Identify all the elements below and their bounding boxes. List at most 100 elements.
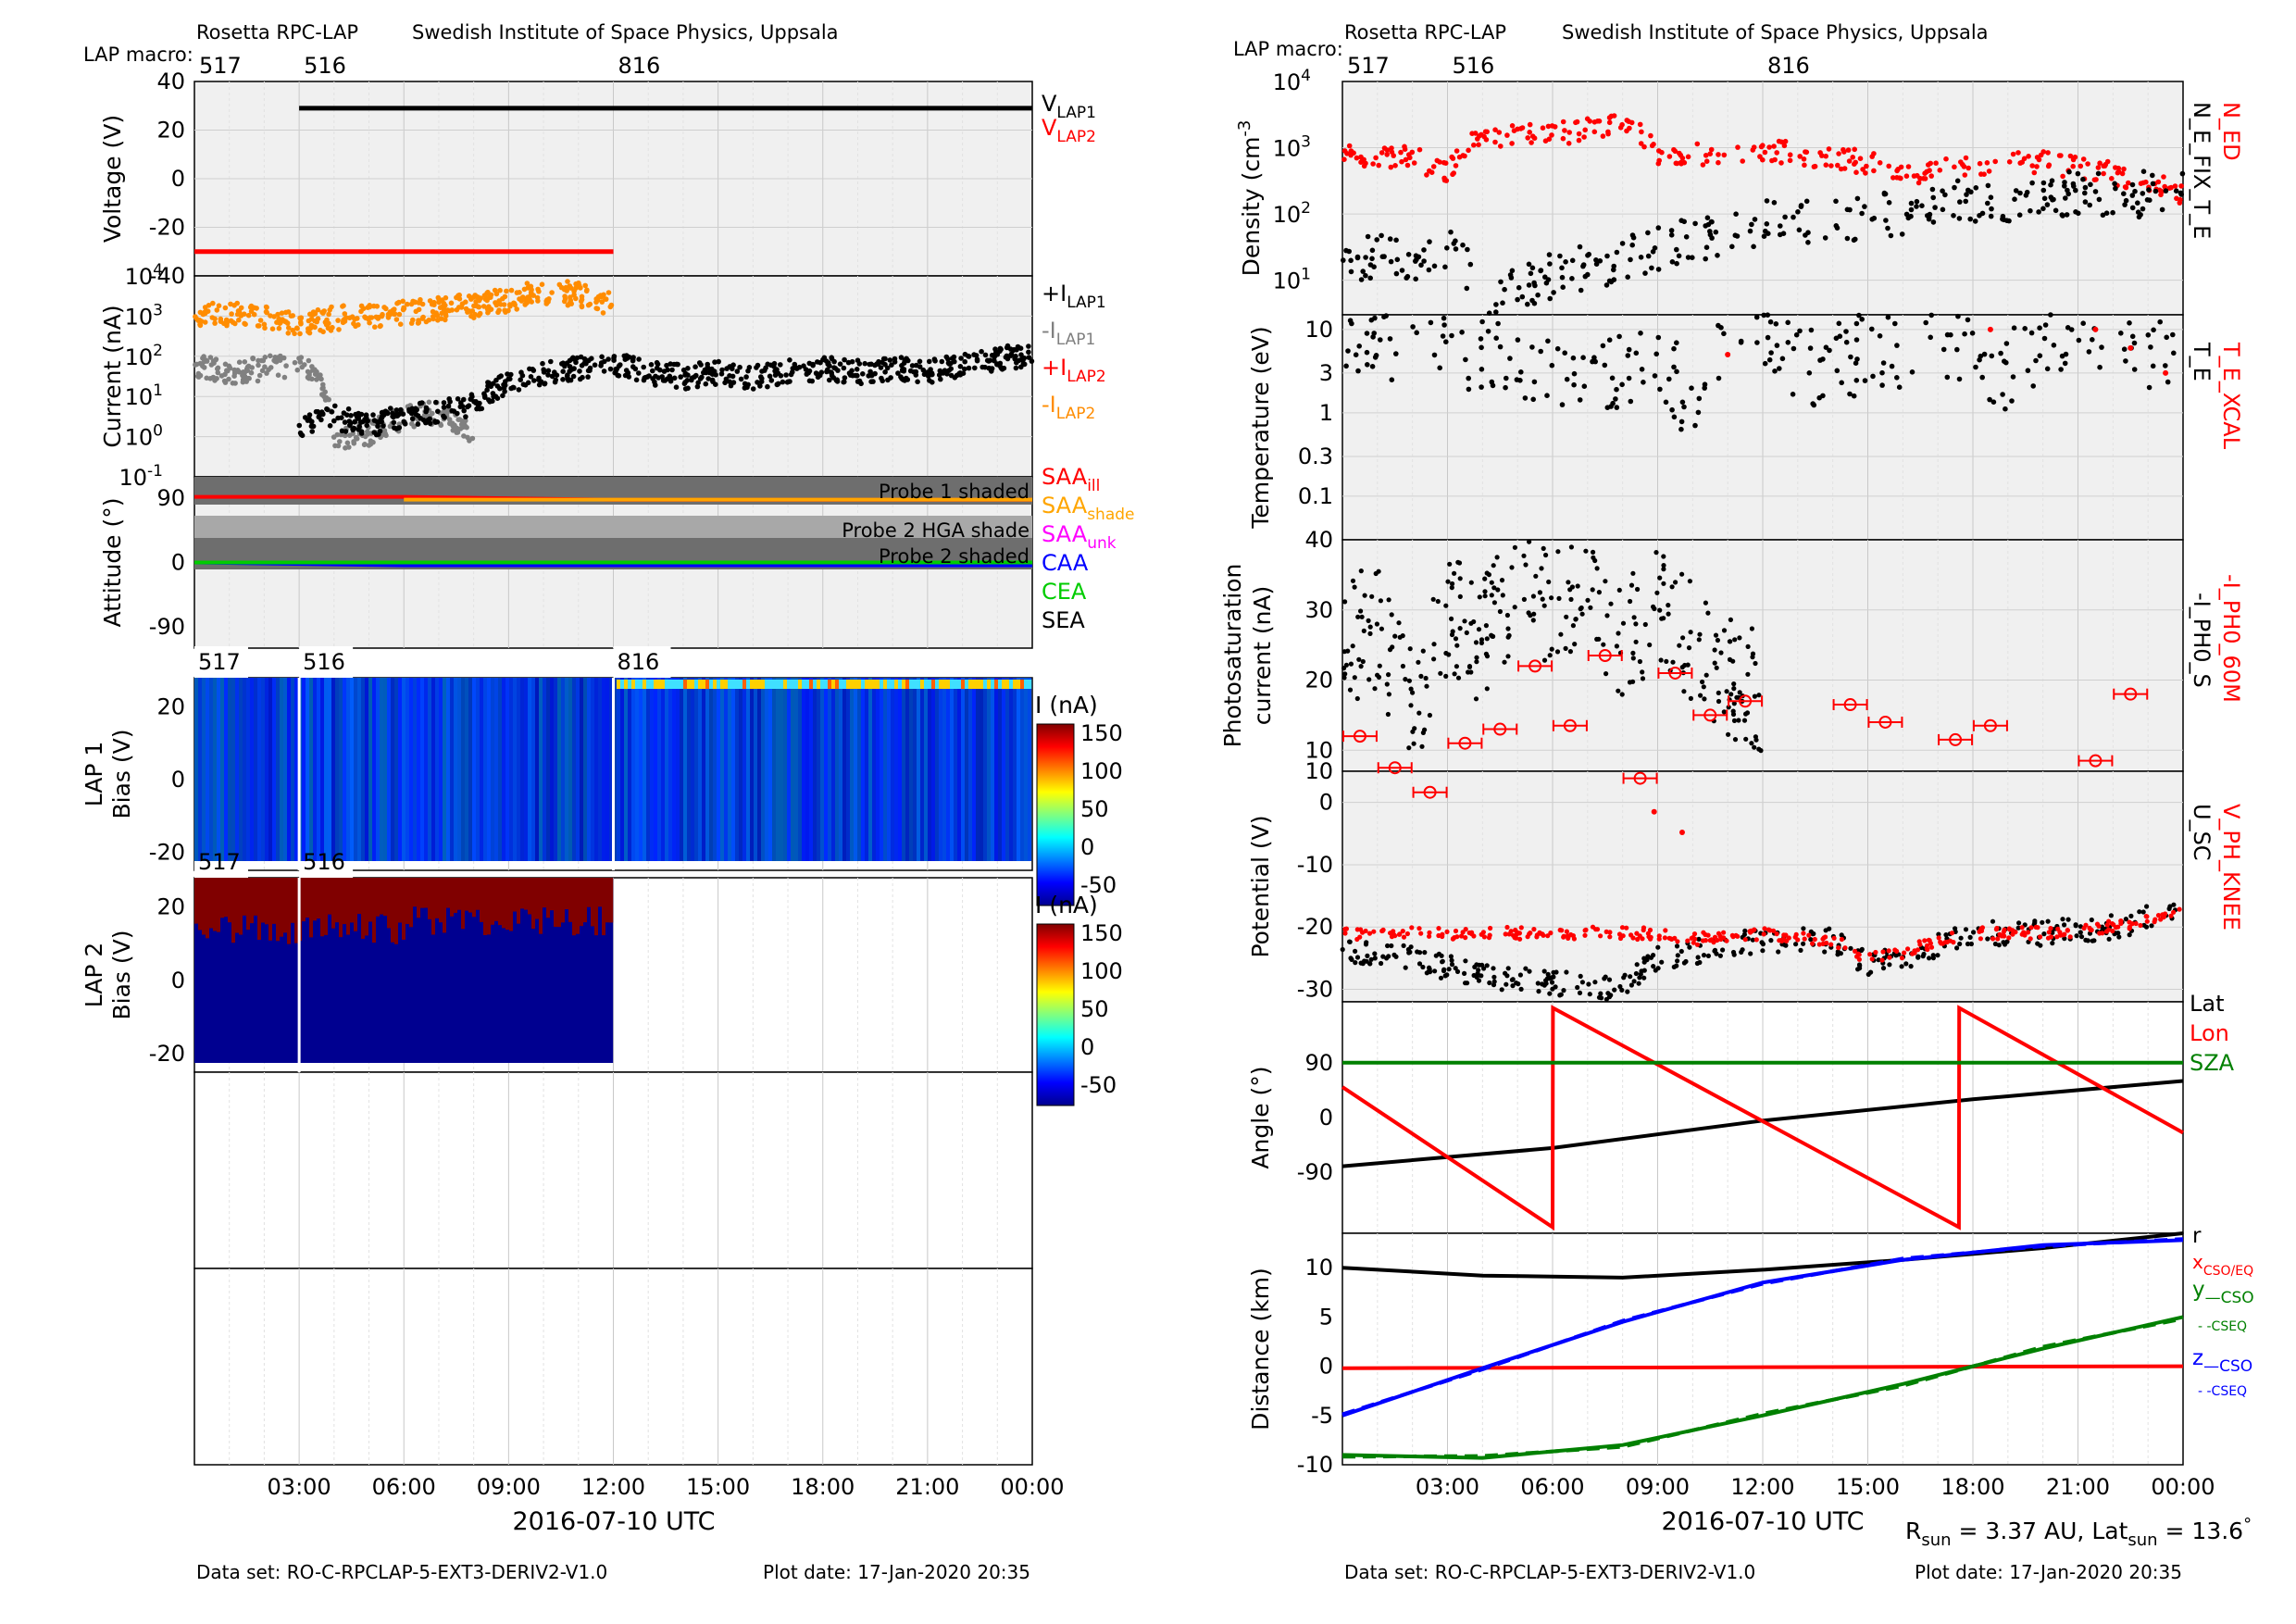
heatmap-column bbox=[565, 878, 569, 910]
current-point bbox=[884, 365, 891, 371]
current-point bbox=[692, 374, 697, 380]
temperature-point bbox=[1372, 355, 1379, 360]
current-point bbox=[611, 354, 618, 359]
heatmap-column bbox=[717, 680, 721, 689]
current-point bbox=[806, 368, 813, 374]
heatmap-column bbox=[446, 878, 451, 1063]
density-point bbox=[1835, 162, 1841, 169]
photosaturation-point bbox=[1603, 671, 1609, 677]
temperature-point bbox=[2063, 351, 2069, 357]
heatmap-column bbox=[380, 678, 384, 861]
current-point bbox=[518, 298, 525, 304]
heatmap-column bbox=[235, 678, 240, 861]
heatmap-column bbox=[880, 680, 884, 689]
density-point bbox=[2178, 183, 2184, 189]
heatmap-column bbox=[520, 878, 525, 909]
current-point bbox=[784, 380, 791, 385]
heatmap-column bbox=[854, 678, 858, 861]
potential-point bbox=[1486, 935, 1492, 941]
heatmap-column bbox=[991, 680, 995, 689]
temperature-point bbox=[1738, 338, 1744, 344]
heatmap-column bbox=[357, 878, 362, 915]
angle-legend-item: Lon bbox=[2190, 1020, 2229, 1046]
current-point bbox=[435, 318, 441, 323]
heatmap-column bbox=[739, 678, 743, 861]
current-point bbox=[745, 368, 751, 374]
current-point bbox=[574, 283, 580, 289]
heatmap-column bbox=[468, 878, 473, 913]
temperature-point bbox=[1989, 353, 1995, 359]
temperature-point bbox=[1823, 344, 1829, 351]
density-point bbox=[1569, 276, 1575, 281]
potential-point bbox=[1762, 926, 1767, 931]
potential-point bbox=[1460, 930, 1466, 935]
potential-point bbox=[1476, 978, 1482, 983]
current-point bbox=[307, 311, 313, 318]
temperature-point bbox=[2003, 341, 2010, 346]
current-point bbox=[269, 326, 276, 332]
current-point bbox=[1004, 343, 1011, 349]
current-point bbox=[508, 385, 514, 392]
density-point bbox=[1952, 164, 1957, 170]
photosaturation-point bbox=[1640, 669, 1645, 675]
current-point bbox=[813, 370, 819, 376]
heatmap-column bbox=[357, 878, 362, 1063]
heatmap-column bbox=[750, 680, 755, 689]
potential-point bbox=[2028, 925, 2034, 931]
density-point bbox=[1384, 147, 1391, 153]
density-point bbox=[1796, 227, 1803, 233]
potential-point bbox=[1389, 943, 1394, 949]
attitude-legend-item: SAAshade bbox=[1042, 493, 1135, 524]
density-point bbox=[1905, 164, 1912, 169]
heatmap-column bbox=[972, 678, 977, 861]
temperature-point bbox=[1785, 340, 1791, 345]
heatmap-column bbox=[335, 678, 340, 861]
density-point bbox=[1985, 200, 1990, 206]
heatmap-column bbox=[539, 678, 543, 861]
current-point bbox=[383, 306, 389, 312]
temperature-point bbox=[1378, 337, 1383, 343]
current-point bbox=[354, 436, 360, 442]
temperature-point bbox=[1353, 352, 1359, 358]
heatmap-column bbox=[998, 678, 1003, 861]
temperature-point bbox=[1655, 334, 1662, 341]
current-point bbox=[727, 373, 732, 379]
current-point bbox=[242, 320, 247, 327]
density-legend-item: N_E_FIX_T_E bbox=[2189, 102, 2215, 239]
heatmap-column bbox=[402, 678, 406, 861]
photosaturation-point bbox=[1362, 593, 1367, 598]
current-point bbox=[605, 290, 612, 295]
heatmap-column bbox=[583, 878, 588, 1063]
density-point bbox=[1968, 189, 1974, 195]
heatmap-column bbox=[209, 878, 214, 929]
current-point bbox=[426, 399, 432, 406]
density-point bbox=[1852, 146, 1857, 153]
potential-point bbox=[1806, 932, 1812, 938]
heatmap-column bbox=[1005, 678, 1010, 861]
current-point bbox=[806, 378, 813, 384]
heatmap-column bbox=[224, 878, 229, 918]
current-point bbox=[585, 357, 592, 364]
current-point bbox=[382, 408, 389, 415]
heatmap-column bbox=[461, 678, 466, 861]
current-point bbox=[212, 320, 218, 326]
current-point bbox=[567, 300, 573, 306]
temperature-point bbox=[1848, 354, 1853, 360]
density-point bbox=[1734, 233, 1741, 239]
current-point bbox=[882, 369, 888, 375]
temperature-point bbox=[1851, 393, 1857, 399]
current-point bbox=[454, 306, 460, 313]
photosaturation-point bbox=[1640, 676, 1646, 681]
density-point bbox=[1384, 152, 1390, 157]
potential-point bbox=[2103, 929, 2110, 934]
y-tick-label: -10 bbox=[1297, 1452, 1333, 1478]
density-point bbox=[1628, 256, 1633, 263]
heatmap-column bbox=[668, 678, 673, 861]
density-point bbox=[1863, 170, 1868, 176]
density-point bbox=[1341, 257, 1346, 263]
heatmap-column bbox=[476, 878, 480, 910]
current-point bbox=[443, 294, 449, 301]
heatmap-column bbox=[498, 878, 503, 1063]
distance-series-line bbox=[1341, 1364, 2184, 1370]
photosaturation-point bbox=[1408, 703, 1414, 708]
